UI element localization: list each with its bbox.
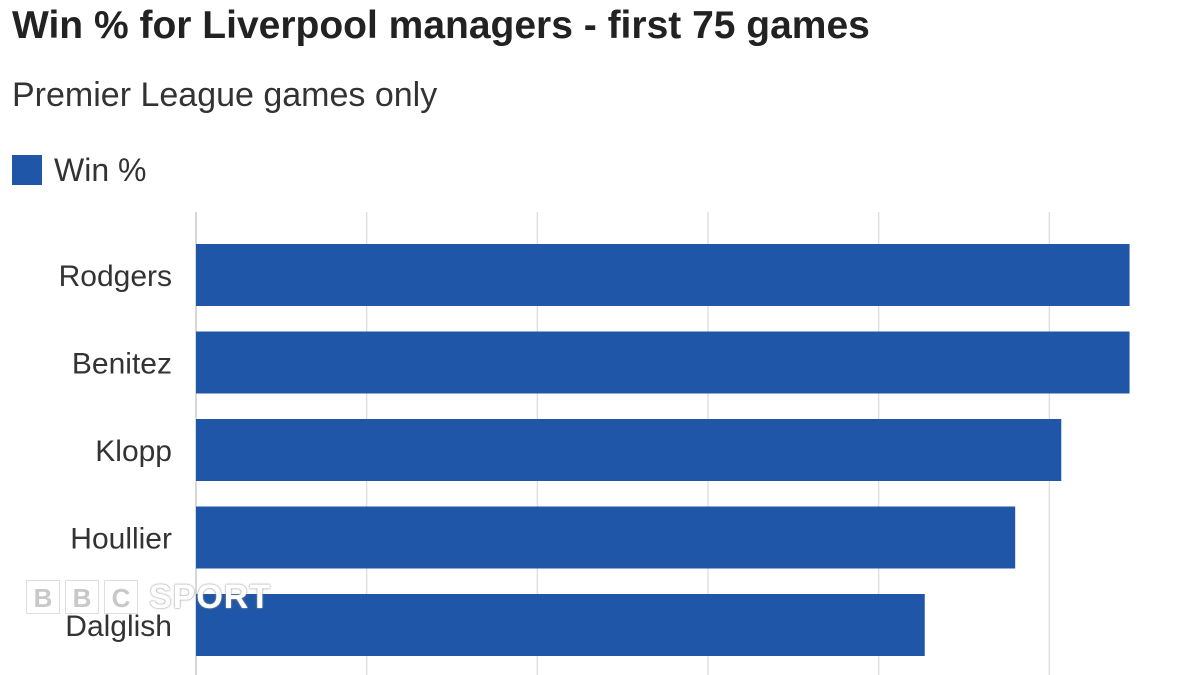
bar-rodgers <box>196 244 1130 306</box>
logo-sport-text: SPORT <box>149 577 272 616</box>
logo-letter-c: C <box>104 580 138 614</box>
logo-letter-b1: B <box>26 580 60 614</box>
bar-klopp <box>196 419 1062 481</box>
bars <box>196 244 1130 656</box>
category-label-dalglish: Dalglish <box>65 610 172 643</box>
chart-subtitle: Premier League games only <box>12 76 438 114</box>
logo-letter-b2: B <box>65 580 99 614</box>
category-label-klopp: Klopp <box>95 435 172 468</box>
bar-benitez <box>196 331 1130 394</box>
category-label-benitez: Benitez <box>72 348 172 381</box>
category-label-houllier: Houllier <box>70 523 172 556</box>
category-label-rodgers: Rodgers <box>59 260 172 293</box>
legend-swatch <box>12 155 42 185</box>
category-labels: Rodgers Benitez Klopp Houllier Dalglish <box>59 260 172 643</box>
legend-label: Win % <box>54 151 147 188</box>
bbc-sport-logo: B B C SPORT <box>26 578 271 616</box>
bar-dalglish <box>196 594 925 656</box>
chart-title: Win % for Liverpool managers - first 75 … <box>12 4 870 47</box>
bar-houllier <box>196 506 1016 569</box>
legend: Win % <box>12 150 146 190</box>
